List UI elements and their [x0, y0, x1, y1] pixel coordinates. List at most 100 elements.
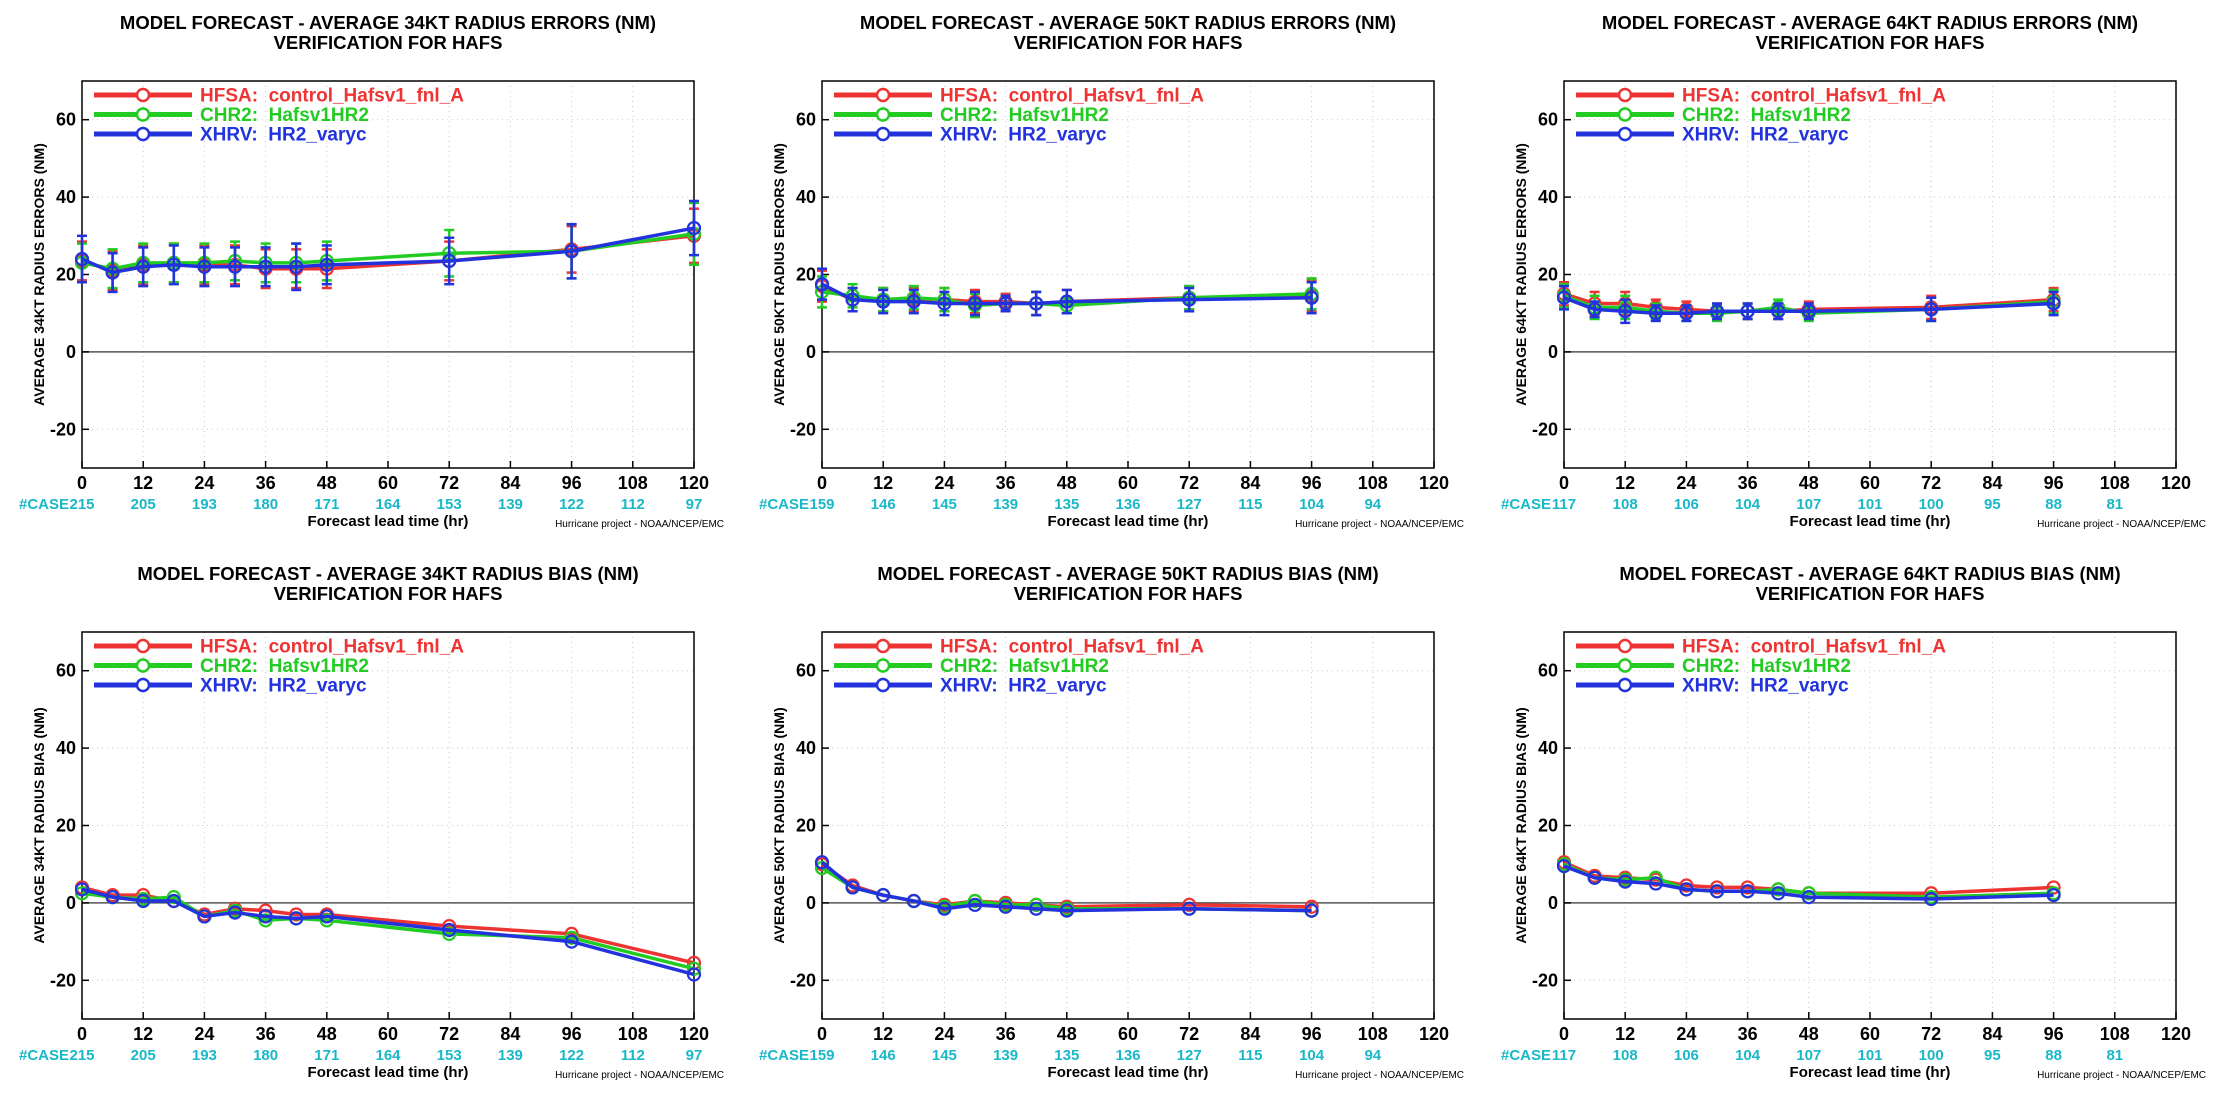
data-point: [1029, 296, 1044, 311]
y-tick-label: 60: [1538, 110, 1558, 130]
case-label: #CASE: [19, 496, 69, 513]
x-tick-label: 48: [1799, 473, 1819, 493]
y-tick-label: 40: [56, 738, 76, 758]
legend-marker: [875, 107, 891, 122]
case-count: 153: [437, 1047, 462, 1064]
x-tick-label: 72: [439, 473, 459, 493]
credit-text: Hurricane project - NOAA/NCEP/EMC: [555, 1070, 724, 1081]
case-count: 97: [686, 496, 703, 513]
data-point: [845, 880, 860, 895]
data-point: [105, 265, 120, 280]
case-count: 205: [131, 1047, 156, 1064]
chart-subtitle: VERIFICATION FOR HAFS: [274, 32, 503, 53]
case-count: 108: [1613, 496, 1638, 513]
x-tick-label: 120: [2161, 473, 2191, 493]
y-tick-label: 20: [796, 816, 816, 836]
x-tick-label: 0: [77, 1024, 87, 1044]
data-point: [289, 911, 304, 926]
chart-title: MODEL FORECAST - AVERAGE 64KT RADIUS BIA…: [1619, 563, 2120, 584]
y-tick-label: 0: [66, 342, 76, 362]
data-point: [1740, 304, 1755, 319]
x-tick-label: 12: [1615, 473, 1635, 493]
case-count: 139: [498, 496, 523, 513]
case-count: 101: [1857, 496, 1882, 513]
data-point: [564, 930, 579, 945]
case-count: 115: [1238, 1047, 1262, 1064]
case-count: 107: [1796, 496, 1821, 513]
x-tick-label: 72: [1179, 473, 1199, 493]
series-xhrv: [1556, 284, 2061, 325]
case-count: 136: [1115, 1047, 1140, 1064]
case-count: 104: [1299, 1047, 1325, 1064]
case-count: 95: [1984, 496, 2001, 513]
y-tick-label: -20: [1532, 970, 1558, 990]
legend-marker: [875, 658, 891, 673]
y-tick-label: 40: [1538, 187, 1558, 207]
x-tick-label: 72: [1179, 1024, 1199, 1044]
x-tick-label: 12: [133, 1024, 153, 1044]
case-count: 193: [192, 1047, 217, 1064]
data-point: [74, 886, 90, 901]
data-point: [1059, 294, 1074, 309]
y-tick-label: 0: [66, 893, 76, 913]
case-count: 108: [1613, 1047, 1638, 1064]
legend-marker: [1617, 87, 1633, 103]
case-count: 139: [993, 496, 1018, 513]
x-tick-label: 48: [1057, 473, 1077, 493]
data-point: [686, 220, 702, 236]
case-count: 135: [1054, 496, 1079, 513]
x-tick-label: 60: [1118, 473, 1138, 493]
chart-subtitle: VERIFICATION FOR HAFS: [274, 583, 503, 604]
case-count: 171: [314, 1047, 339, 1064]
series-xhrv: [814, 855, 1319, 918]
case-count: 104: [1735, 496, 1761, 513]
legend-marker: [135, 107, 151, 122]
case-count: 100: [1919, 1047, 1944, 1064]
x-tick-label: 36: [256, 473, 276, 493]
y-tick-label: 60: [56, 661, 76, 681]
y-tick-label: -20: [50, 419, 76, 439]
credit-text: Hurricane project - NOAA/NCEP/EMC: [2037, 519, 2206, 530]
legend-label: HFSA: control_Hafsv1_fnl_A: [1682, 637, 1946, 658]
data-point: [1709, 884, 1725, 899]
legend-marker: [1617, 107, 1633, 122]
x-tick-label: 48: [1799, 1024, 1819, 1044]
data-point: [442, 922, 457, 938]
data-point: [937, 901, 952, 916]
legend-label: XHRV: HR2_varyc: [940, 676, 1107, 697]
data-point: [289, 259, 304, 274]
x-tick-label: 96: [2044, 473, 2064, 493]
legend-label: CHR2: Hafsv1HR2: [1682, 105, 1851, 126]
data-point: [136, 893, 151, 909]
case-label: #CASE: [19, 1047, 69, 1064]
case-count: 107: [1796, 1047, 1821, 1064]
series-hfsa: [74, 207, 702, 292]
y-tick-label: 20: [1538, 265, 1558, 285]
data-point: [1709, 880, 1725, 895]
case-count: 112: [621, 1047, 645, 1064]
x-tick-label: 120: [1419, 1024, 1449, 1044]
data-point: [1679, 306, 1694, 321]
series-line: [820, 860, 1312, 913]
x-tick-label: 36: [1738, 473, 1758, 493]
chart-subtitle: VERIFICATION FOR HAFS: [1014, 32, 1243, 53]
data-point: [998, 899, 1013, 914]
data-point: [1618, 304, 1633, 319]
case-count: 164: [375, 496, 401, 513]
data-point: [1304, 899, 1319, 914]
data-point: [1709, 304, 1725, 319]
legend-marker: [1617, 638, 1633, 654]
legend-marker: [875, 638, 891, 654]
y-tick-label: 20: [1538, 816, 1558, 836]
y-tick-label: 60: [56, 110, 76, 130]
data-point: [227, 259, 243, 274]
case-count: 139: [993, 1047, 1018, 1064]
y-tick-label: 40: [56, 187, 76, 207]
y-tick-label: 0: [806, 893, 816, 913]
case-count: 106: [1674, 1047, 1699, 1064]
x-tick-label: 72: [1921, 1024, 1941, 1044]
data-point: [1801, 886, 1816, 901]
x-tick-label: 96: [1302, 1024, 1322, 1044]
x-tick-label: 24: [194, 1024, 214, 1044]
